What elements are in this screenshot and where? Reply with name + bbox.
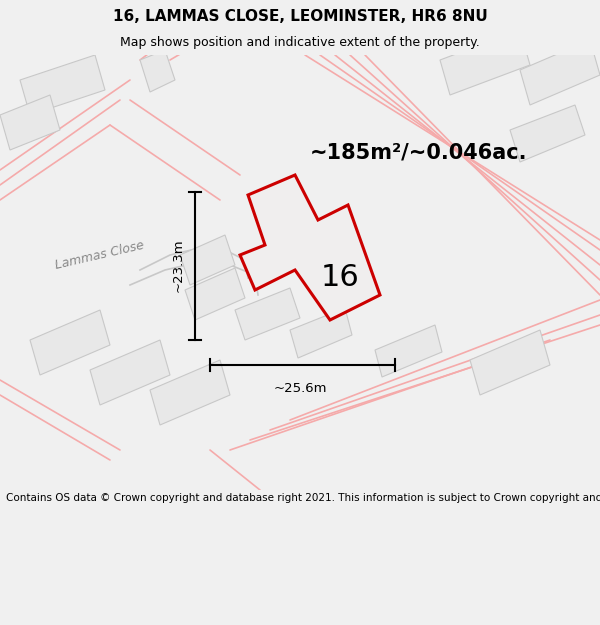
Text: Contains OS data © Crown copyright and database right 2021. This information is : Contains OS data © Crown copyright and d… bbox=[6, 492, 600, 502]
Polygon shape bbox=[520, 40, 600, 105]
Polygon shape bbox=[240, 175, 380, 320]
Polygon shape bbox=[290, 308, 352, 358]
Polygon shape bbox=[180, 235, 235, 285]
Polygon shape bbox=[510, 105, 585, 162]
Text: ~25.6m: ~25.6m bbox=[273, 381, 327, 394]
Text: 16, LAMMAS CLOSE, LEOMINSTER, HR6 8NU: 16, LAMMAS CLOSE, LEOMINSTER, HR6 8NU bbox=[113, 9, 487, 24]
Polygon shape bbox=[235, 288, 300, 340]
Text: ~23.3m: ~23.3m bbox=[172, 238, 185, 292]
Text: Map shows position and indicative extent of the property.: Map shows position and indicative extent… bbox=[120, 36, 480, 49]
Text: 16: 16 bbox=[320, 264, 359, 292]
Polygon shape bbox=[150, 360, 230, 425]
Polygon shape bbox=[0, 95, 60, 150]
Polygon shape bbox=[185, 268, 245, 320]
Polygon shape bbox=[90, 340, 170, 405]
Text: Lammas Close: Lammas Close bbox=[54, 238, 146, 272]
Polygon shape bbox=[440, 30, 530, 95]
Polygon shape bbox=[470, 330, 550, 395]
Text: ~185m²/~0.046ac.: ~185m²/~0.046ac. bbox=[310, 142, 527, 162]
Polygon shape bbox=[375, 325, 442, 377]
Polygon shape bbox=[20, 55, 105, 115]
Polygon shape bbox=[30, 310, 110, 375]
Polygon shape bbox=[140, 50, 175, 92]
